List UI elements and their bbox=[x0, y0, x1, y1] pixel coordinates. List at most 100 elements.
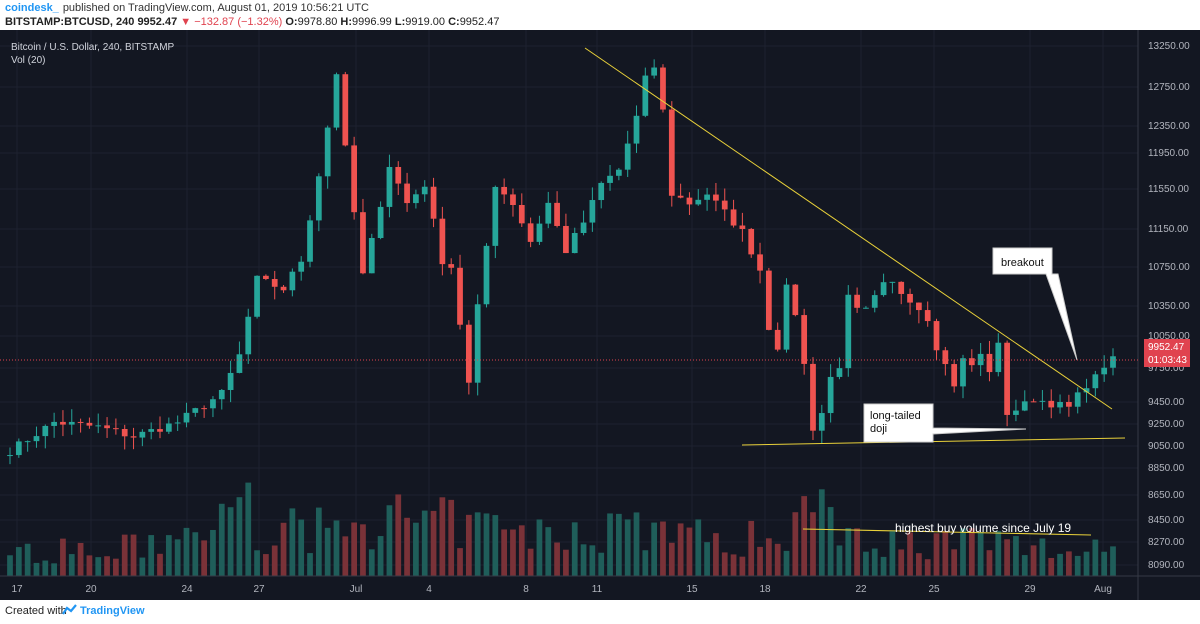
last-price-tag: 9952.47 01:03:43 bbox=[1144, 339, 1190, 367]
candle-body bbox=[836, 368, 843, 377]
volume-bar bbox=[174, 539, 181, 576]
candle-body bbox=[157, 429, 163, 432]
candle-body bbox=[210, 399, 216, 409]
volume-bar bbox=[448, 499, 455, 576]
volume-bar bbox=[624, 519, 631, 576]
candle-body bbox=[960, 358, 966, 387]
x-tick-label: 29 bbox=[1024, 584, 1036, 595]
y-tick-label: 9050.00 bbox=[1148, 441, 1185, 452]
volume-bar bbox=[818, 489, 825, 576]
volume-bar bbox=[113, 558, 119, 576]
candle-body bbox=[1021, 401, 1028, 411]
x-tick-label: 20 bbox=[85, 584, 97, 595]
candle-body bbox=[607, 175, 613, 183]
candle-body bbox=[1074, 392, 1081, 407]
candle-body bbox=[916, 302, 922, 311]
volume-bar bbox=[130, 534, 137, 576]
y-tick-label: 12750.00 bbox=[1148, 82, 1190, 93]
y-tick-label: 11950.00 bbox=[1148, 148, 1189, 159]
candle-body bbox=[951, 364, 958, 387]
volume-bar bbox=[236, 497, 243, 576]
volume-bar bbox=[607, 513, 613, 576]
candle-body bbox=[933, 321, 940, 351]
volume-bar bbox=[615, 513, 622, 576]
candle-body bbox=[1030, 401, 1037, 403]
candle-body bbox=[704, 194, 710, 200]
y-tick-label: 8270.00 bbox=[1148, 537, 1185, 548]
volume-bar bbox=[695, 519, 702, 576]
candle-body bbox=[1092, 374, 1099, 389]
candle-body bbox=[563, 225, 569, 254]
volume-bar bbox=[1013, 536, 1019, 576]
candle-body bbox=[660, 67, 666, 110]
volume-bar bbox=[1057, 553, 1063, 576]
candle-body bbox=[492, 186, 499, 246]
candle-body bbox=[518, 204, 525, 224]
volume-bar bbox=[924, 559, 931, 576]
x-tick-label: 22 bbox=[855, 584, 867, 595]
close-value: 9952.47 bbox=[459, 16, 500, 28]
volume-bar bbox=[748, 520, 755, 576]
candle-body bbox=[589, 200, 596, 223]
volume-bar bbox=[465, 514, 472, 576]
candlestick-chart[interactable]: breakout long-tailed doji highest buy vol… bbox=[0, 30, 1200, 600]
candle-body bbox=[377, 206, 384, 238]
volume-bar bbox=[368, 549, 375, 576]
candle-body bbox=[457, 267, 463, 325]
breakout-label: breakout bbox=[1001, 257, 1044, 269]
volume-bar bbox=[218, 503, 225, 576]
candle-body bbox=[995, 342, 1002, 373]
candle-body bbox=[686, 197, 693, 205]
volume-bar bbox=[360, 524, 366, 576]
volume-bar bbox=[95, 557, 102, 576]
candle-body bbox=[907, 293, 913, 303]
candle-body bbox=[757, 254, 763, 271]
candle-body bbox=[351, 145, 358, 213]
volume-bar bbox=[1092, 539, 1099, 576]
candle-body bbox=[236, 354, 243, 373]
volume-bar bbox=[104, 556, 110, 576]
candle-body bbox=[430, 186, 437, 219]
candle-body bbox=[386, 166, 393, 207]
ohlc-line: BITSTAMP:BTCUSD, 240 9952.47 ▼ −132.87 (… bbox=[5, 16, 500, 28]
volume-bar bbox=[501, 529, 508, 576]
volume-bar bbox=[660, 521, 666, 576]
volume-bar bbox=[439, 497, 446, 576]
candle-body bbox=[315, 176, 322, 221]
y-tick-label: 9450.00 bbox=[1148, 397, 1185, 408]
x-tick-label: 24 bbox=[181, 584, 193, 595]
candle-body bbox=[854, 294, 860, 308]
y-tick-label: 9250.00 bbox=[1148, 419, 1185, 430]
tradingview-brand[interactable]: TradingView bbox=[80, 605, 145, 617]
volume-bar bbox=[933, 533, 940, 576]
volume-bar bbox=[15, 547, 22, 576]
candle-body bbox=[1083, 388, 1090, 393]
volume-bar bbox=[24, 543, 31, 576]
last-price-value: 9952.47 bbox=[1148, 342, 1185, 353]
volume-bar bbox=[1048, 557, 1055, 576]
candle-body bbox=[421, 186, 428, 195]
volume-bar bbox=[536, 519, 543, 576]
candle-body bbox=[1048, 400, 1055, 408]
candle-body bbox=[624, 143, 631, 170]
x-tick-label: 17 bbox=[11, 584, 23, 595]
author-name[interactable]: coindesk_ bbox=[5, 2, 59, 14]
y-tick-label: 12350.00 bbox=[1148, 121, 1190, 132]
tradingview-logo-icon[interactable] bbox=[62, 603, 78, 617]
volume-bar bbox=[1083, 551, 1090, 576]
volume-bar bbox=[86, 555, 93, 576]
candle-body bbox=[165, 423, 172, 432]
created-with-text: Created with bbox=[5, 605, 67, 617]
candle-body bbox=[1110, 356, 1116, 368]
y-tick-label: 10750.00 bbox=[1148, 262, 1190, 273]
candle-body bbox=[1013, 410, 1019, 415]
volume-bar bbox=[1004, 539, 1010, 576]
volume-bar bbox=[254, 550, 260, 576]
volume-bar bbox=[183, 527, 190, 576]
volume-annotation: highest buy volume since July 19 bbox=[895, 521, 1071, 535]
candle-body bbox=[677, 195, 684, 198]
candle-body bbox=[395, 166, 402, 184]
chart-area[interactable]: breakout long-tailed doji highest buy vol… bbox=[0, 30, 1200, 600]
volume-bar bbox=[704, 542, 710, 576]
candle-body bbox=[298, 261, 305, 272]
